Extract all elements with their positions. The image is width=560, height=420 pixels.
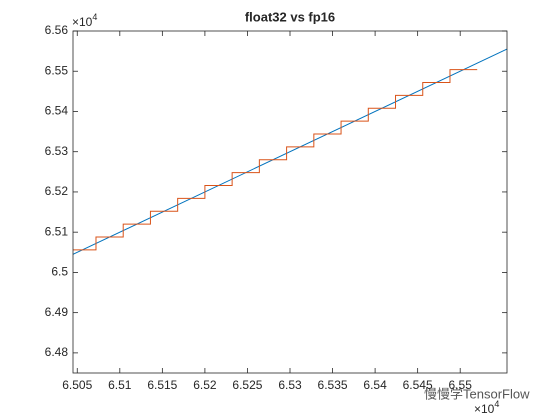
x-multiplier: ×104 xyxy=(474,399,499,416)
y-tick-label: 6.49 xyxy=(45,305,69,319)
x-tick-label: 6.53 xyxy=(278,378,302,392)
x-tick-label: 6.535 xyxy=(318,378,348,392)
x-multiplier-base: ×10 xyxy=(474,402,495,416)
y-tick-label: 6.5 xyxy=(51,265,68,279)
y-tick-label: 6.56 xyxy=(45,23,69,37)
y-multiplier: ×104 xyxy=(72,12,97,29)
series-line xyxy=(72,48,508,255)
x-tick-label: 6.505 xyxy=(62,378,92,392)
y-tick-label: 6.55 xyxy=(45,63,69,77)
y-tick-label: 6.54 xyxy=(45,104,69,118)
x-tick-label: 6.55 xyxy=(449,378,473,392)
x-multiplier-power: 4 xyxy=(494,399,499,409)
chart-title: float32 vs fp16 xyxy=(245,9,335,24)
y-tick-label: 6.51 xyxy=(45,224,69,238)
y-tick-label: 6.52 xyxy=(45,184,69,198)
y-tick-label: 6.53 xyxy=(45,144,69,158)
x-tick-label: 6.52 xyxy=(193,378,217,392)
series-line xyxy=(73,69,478,251)
x-tick-label: 6.515 xyxy=(147,378,177,392)
watermark: 慢慢学TensorFlow xyxy=(424,386,530,401)
x-tick-label: 6.54 xyxy=(363,378,387,392)
x-tick-label: 6.51 xyxy=(108,378,132,392)
y-tick-label: 6.48 xyxy=(45,345,69,359)
x-tick-label: 6.545 xyxy=(403,378,433,392)
y-multiplier-power: 4 xyxy=(92,12,97,22)
y-multiplier-base: ×10 xyxy=(72,15,93,29)
x-tick-label: 6.525 xyxy=(232,378,262,392)
